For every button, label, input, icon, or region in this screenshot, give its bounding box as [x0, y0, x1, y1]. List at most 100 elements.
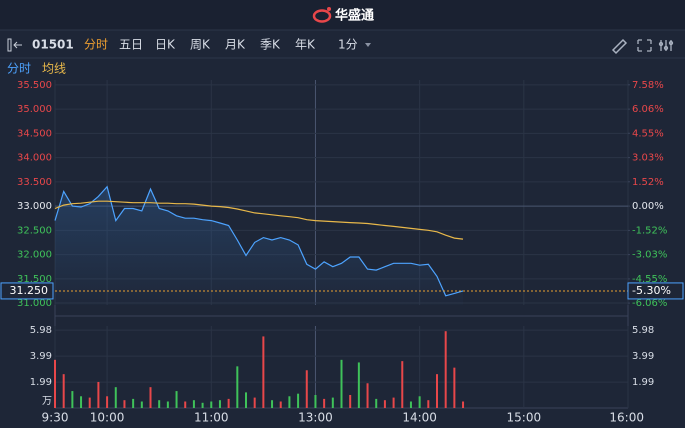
volume-bar	[349, 394, 352, 408]
y2-tick-label: -3.03%	[632, 250, 667, 261]
volume-bar	[409, 401, 412, 408]
volume-bar	[323, 398, 326, 408]
volume-bar	[444, 331, 447, 408]
volume-bar	[383, 400, 386, 408]
interval-select[interactable]: 1分	[338, 38, 358, 52]
volume-tick-label: 5.98	[632, 325, 654, 336]
volume-bar	[297, 393, 300, 408]
x-tick-label: 9:30	[42, 411, 69, 425]
y-tick-label: 33.000	[17, 201, 52, 212]
volume-bar	[106, 396, 109, 408]
volume-bar	[140, 401, 143, 408]
volume-bar	[114, 387, 117, 408]
volume-tick-label: 1.99	[30, 377, 52, 388]
volume-bar	[201, 402, 204, 408]
y2-tick-label: 6.06%	[632, 104, 664, 115]
side-toggle-icon[interactable]	[7, 38, 22, 52]
volume-bar	[123, 400, 126, 408]
y-tick-label: 35.000	[17, 104, 52, 115]
period-tab[interactable]: 日K	[155, 38, 176, 52]
volume-bar	[262, 336, 265, 408]
x-tick-label: 16:00	[609, 411, 644, 425]
top-bar	[0, 0, 685, 30]
volume-tick-label: 3.99	[30, 351, 52, 362]
y-tick-label: 33.500	[17, 177, 52, 188]
brand: 华盛通	[335, 8, 374, 24]
volume-bar	[392, 397, 395, 408]
period-tab[interactable]: 年K	[295, 38, 316, 52]
volume-bar	[149, 387, 152, 408]
y-tick-label: 32.000	[17, 250, 52, 261]
legend-entry[interactable]: 分时	[7, 62, 31, 76]
series-line	[54, 200, 464, 240]
series-line	[54, 185, 464, 297]
period-tab[interactable]: 五日	[119, 38, 143, 52]
y-tick-label: 31.500	[17, 274, 52, 285]
dropdown-arrow[interactable]	[365, 43, 371, 47]
volume-bar	[331, 397, 334, 408]
volume-bar	[210, 401, 213, 408]
y2-tick-label: 7.58%	[632, 80, 664, 91]
volume-bar	[97, 381, 100, 408]
stock-code: 01501	[32, 38, 74, 52]
volume-bar	[80, 396, 83, 408]
settings-icon[interactable]	[658, 40, 674, 51]
volume-bar	[279, 401, 282, 408]
volume-bar	[427, 400, 430, 408]
period-tab[interactable]: 月K	[225, 38, 246, 52]
legend-entry[interactable]: 均线	[42, 62, 66, 76]
volume-bar	[132, 398, 135, 408]
current-price-box	[0, 282, 54, 300]
volume-bar	[462, 401, 465, 408]
volume-bar	[288, 396, 291, 408]
y-tick-label: 32.500	[17, 225, 52, 236]
draw-icon[interactable]	[611, 38, 628, 55]
price-area	[55, 186, 463, 305]
volume-bar	[88, 397, 91, 408]
volume-bar	[436, 374, 438, 408]
volume-bar	[218, 400, 221, 408]
y-tick-label: 34.500	[17, 128, 52, 139]
volume-bar	[357, 362, 360, 408]
logo-icon	[312, 7, 332, 23]
volume-tick-label: 1.99	[632, 377, 654, 388]
volume-tick-label: 5.98	[30, 325, 52, 336]
volume-bar	[418, 396, 421, 408]
volume-bar	[340, 359, 343, 408]
y2-tick-label: 4.55%	[632, 128, 664, 139]
current-price: 31.250	[10, 284, 49, 297]
y2-tick-label: -1.52%	[632, 225, 667, 236]
volume-bar	[236, 366, 239, 408]
volume-bar	[166, 401, 169, 408]
volume-bar	[366, 383, 369, 408]
volume-bar	[453, 367, 456, 408]
y-tick-label: 34.000	[17, 153, 52, 164]
fullscreen-icon[interactable]	[637, 39, 652, 52]
y2-tick-label: 0.00%	[632, 201, 664, 212]
volume-bar	[54, 359, 56, 408]
volume-bar	[184, 401, 187, 408]
volume-bar	[245, 392, 247, 408]
volume-bar	[175, 391, 178, 408]
volume-bar	[314, 394, 317, 408]
current-change-box	[627, 282, 684, 300]
x-tick-label: 13:00	[298, 411, 333, 425]
y2-tick-label: -6.06%	[632, 298, 667, 309]
volume-bar	[227, 398, 230, 408]
x-tick-label: 11:00	[194, 411, 229, 425]
period-tab[interactable]: 周K	[190, 38, 211, 52]
x-tick-label: 15:00	[507, 411, 542, 425]
period-tab[interactable]: 季K	[260, 38, 281, 52]
volume-bar	[271, 400, 274, 408]
current-change: -5.30%	[632, 284, 671, 297]
x-tick-label: 14:00	[402, 411, 437, 425]
volume-bar	[401, 361, 404, 408]
period-tab[interactable]: 分时	[84, 38, 108, 52]
volume-tick-label: 3.99	[632, 351, 654, 362]
volume-bar	[305, 370, 308, 408]
y2-tick-label: -4.55%	[632, 274, 667, 285]
y2-tick-label: 1.52%	[632, 177, 664, 188]
x-tick-label: 10:00	[90, 411, 125, 425]
volume-bar	[62, 374, 65, 408]
